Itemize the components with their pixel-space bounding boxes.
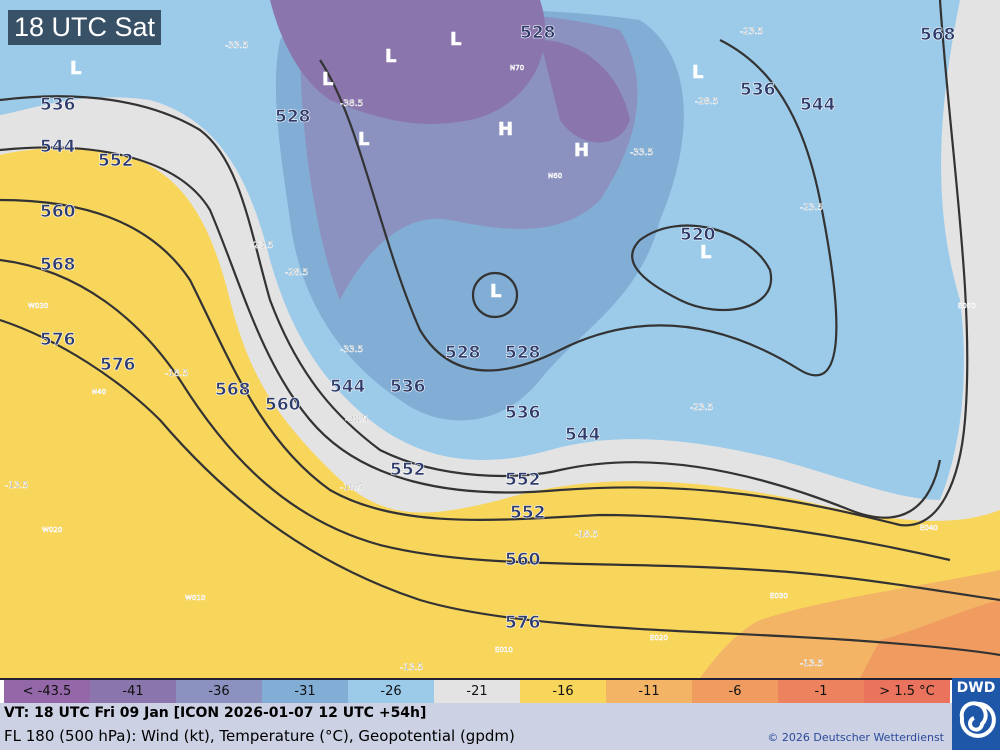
grid-label: E050	[958, 302, 976, 310]
contour-label: 552	[510, 503, 546, 523]
spiral-icon	[959, 701, 996, 738]
pressure-center-low: L	[450, 29, 461, 50]
grid-label: W030	[28, 302, 48, 310]
weather-map: 536 544 552 560 568 576 576 528 528 536 544 552 560 5…	[0, 0, 1000, 678]
temperature-label: -18.5	[165, 369, 188, 379]
contour-label: 544	[330, 377, 366, 397]
grid-label: W020	[42, 526, 62, 534]
temperature-label: -23.5	[740, 27, 763, 37]
contour-label: 560	[265, 395, 301, 415]
contour-label: 528	[520, 23, 556, 43]
pressure-center-low: L	[692, 62, 703, 83]
contour-label: 536	[390, 377, 426, 397]
legend-item: -31	[262, 680, 348, 703]
divider	[0, 678, 1000, 680]
temperature-label: -18.5	[575, 530, 598, 540]
contour-label: 568	[215, 380, 251, 400]
pressure-center-high: H	[574, 140, 589, 161]
legend-item: < -43.5	[4, 680, 90, 703]
legend-item: > 1.5 °C	[864, 680, 950, 703]
temperature-label: -23.5	[690, 403, 713, 413]
temperature-label: -28.5	[285, 268, 308, 278]
grid-label: W010	[185, 594, 205, 602]
contour-label: 544	[565, 425, 601, 445]
temp-region-6	[860, 600, 1000, 678]
legend-item: -1	[778, 680, 864, 703]
grid-label: N70	[510, 64, 524, 72]
contour-label: 552	[98, 151, 134, 171]
pressure-center-high: H	[498, 119, 513, 140]
pressure-center-low: L	[358, 129, 369, 150]
contour-label: 544	[40, 137, 76, 157]
grid-label: N60	[548, 172, 562, 180]
legend-item: -6	[692, 680, 778, 703]
contour-label: 552	[505, 470, 541, 490]
temperature-label: -28.5	[695, 97, 718, 107]
contour-label: 560	[40, 202, 76, 222]
pressure-center-low: L	[385, 46, 396, 67]
contour-label: 520	[680, 225, 716, 245]
temperature-label: -13.5	[800, 659, 823, 669]
copyright: © 2026 Deutscher Wetterdienst	[767, 731, 944, 744]
contour-label: 536	[40, 95, 76, 115]
dwd-logo: DWD	[952, 678, 1000, 750]
temperature-label: -18.5	[340, 483, 363, 493]
contour-label: 552	[390, 460, 426, 480]
temperature-label: -23.5	[250, 241, 273, 251]
temperature-label: -13.5	[400, 663, 423, 673]
legend-item: -21	[434, 680, 520, 703]
contour-label: 568	[920, 25, 956, 45]
contour-label: 576	[505, 613, 541, 633]
temperature-label: -38.5	[340, 99, 363, 109]
footer: VT: 18 UTC Fri 09 Jan [ICON 2026-01-07 1…	[0, 703, 952, 750]
contour-label: 528	[505, 343, 541, 363]
contour-label: 544	[800, 95, 836, 115]
legend-item: -16	[520, 680, 606, 703]
valid-time: VT: 18 UTC Fri 09 Jan [ICON 2026-01-07 1…	[4, 705, 427, 721]
legend-item: -41	[90, 680, 176, 703]
contour-label: 536	[740, 80, 776, 100]
pressure-center-low: L	[70, 58, 81, 79]
temperature-label: -33.5	[340, 345, 363, 355]
pressure-center-low: L	[322, 69, 333, 90]
pressure-center-low: L	[490, 281, 501, 302]
map-title: 18 UTC Sat	[8, 10, 162, 45]
grid-label: E010	[495, 646, 513, 654]
contour-label: 528	[275, 107, 311, 127]
map-labels: 536 544 552 560 568 576 576 528 528 536 544 552 560 5…	[5, 23, 976, 674]
contour-label: 576	[100, 355, 136, 375]
pressure-center-low: L	[700, 242, 711, 263]
contour-label: 536	[505, 403, 541, 423]
contour-label: 528	[445, 343, 481, 363]
chart-description: FL 180 (500 hPa): Wind (kt), Temperature…	[4, 727, 515, 745]
logo-text: DWD	[956, 680, 996, 696]
temperature-label: -13.5	[5, 481, 28, 491]
temperature-label: -33.5	[630, 148, 653, 158]
temperature-label: -28.5	[345, 415, 368, 425]
temperature-label: -33.5	[225, 41, 248, 51]
grid-label: N40	[92, 388, 106, 396]
grid-label: E040	[920, 524, 938, 532]
legend-item: -26	[348, 680, 434, 703]
contour-label: 576	[40, 330, 76, 350]
temperature-label: -23.5	[800, 203, 823, 213]
legend-item: -11	[606, 680, 692, 703]
temp-region-41	[270, 0, 630, 143]
contour-label: 560	[505, 550, 541, 570]
grid-label: E020	[650, 634, 668, 642]
grid-label: E030	[770, 592, 788, 600]
geopotential-contours	[0, 0, 1000, 657]
legend-item: -36	[176, 680, 262, 703]
contour-label: 568	[40, 255, 76, 275]
temperature-legend: < -43.5 -41 -36 -31 -26 -21 -16 -11 -6 -1 > 1.5 °C	[4, 680, 950, 703]
